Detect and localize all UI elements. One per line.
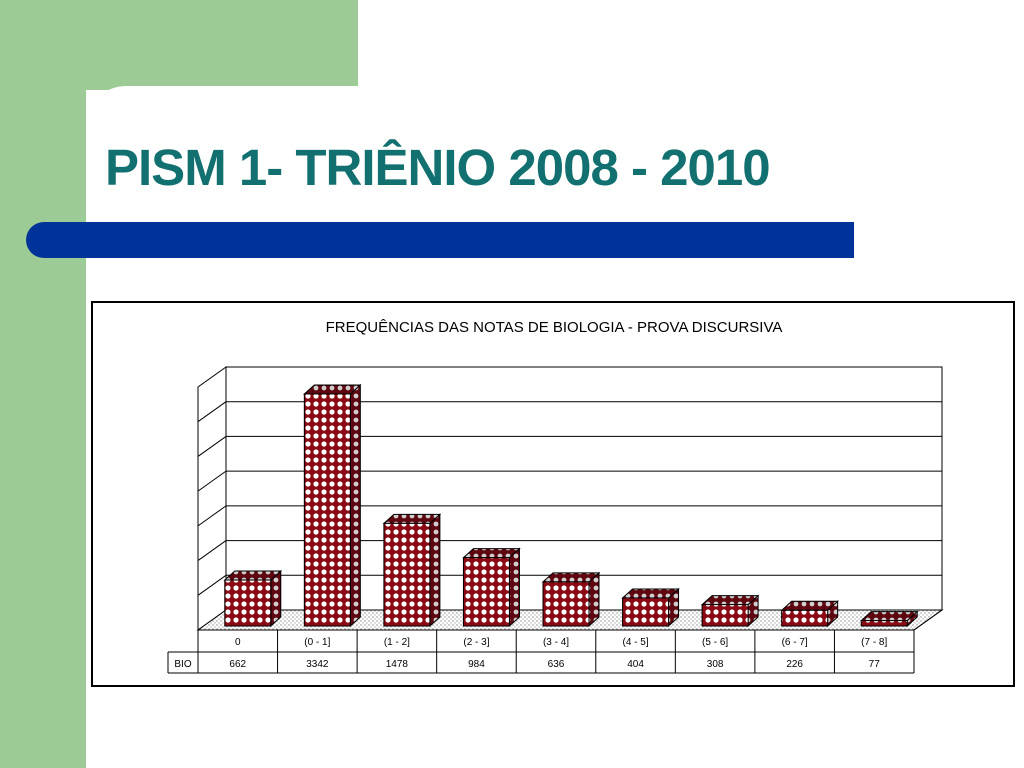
tick-label: (1 - 2] bbox=[384, 637, 410, 648]
bar-top bbox=[541, 572, 601, 583]
bar-top bbox=[303, 384, 362, 395]
tick-label: (0 - 1] bbox=[304, 637, 330, 648]
tick-label: (5 - 6] bbox=[702, 637, 728, 648]
gridline-wall bbox=[197, 574, 227, 596]
bar-top bbox=[223, 570, 283, 581]
bar bbox=[860, 620, 908, 627]
bar-top bbox=[780, 600, 839, 611]
accent-bar bbox=[26, 222, 854, 258]
table-line bbox=[913, 609, 943, 631]
left-wall bbox=[197, 366, 227, 631]
tick-label: (4 - 5] bbox=[622, 637, 648, 648]
bar bbox=[303, 393, 351, 627]
data-label: 77 bbox=[869, 659, 881, 670]
bar-top bbox=[859, 611, 919, 622]
bar-top bbox=[700, 595, 760, 606]
bar bbox=[781, 609, 829, 627]
data-label: 636 bbox=[548, 659, 565, 670]
bar bbox=[224, 579, 272, 627]
gridline-wall bbox=[197, 401, 227, 423]
bar-side bbox=[429, 513, 441, 628]
bar bbox=[701, 604, 749, 627]
chart-title: FREQUÊNCIAS DAS NOTAS DE BIOLOGIA - PROV… bbox=[326, 319, 783, 336]
bar-top bbox=[462, 548, 521, 559]
slide-title: PISM 1- TRIÊNIO 2008 - 2010 bbox=[105, 139, 771, 196]
tick-label: 0 bbox=[235, 637, 241, 648]
data-label: 404 bbox=[627, 659, 644, 670]
bar-top bbox=[382, 513, 442, 524]
tick-label: (2 - 3] bbox=[463, 637, 489, 648]
gridline-wall bbox=[197, 505, 227, 527]
gridline-wall bbox=[197, 436, 227, 457]
bar-top bbox=[621, 588, 680, 599]
side-band bbox=[0, 0, 86, 768]
bar-side bbox=[508, 547, 520, 628]
data-label: 226 bbox=[786, 659, 803, 670]
series-label: BIO bbox=[174, 659, 191, 670]
bar bbox=[542, 581, 590, 627]
bar bbox=[383, 522, 431, 627]
bar-side bbox=[349, 383, 361, 628]
data-label: 1478 bbox=[386, 659, 409, 670]
tick-label: (7 - 8] bbox=[861, 637, 887, 648]
tick-label: (3 - 4] bbox=[543, 637, 569, 648]
top-band bbox=[0, 0, 358, 90]
data-label: 3342 bbox=[306, 659, 329, 670]
gridline-wall bbox=[197, 540, 227, 561]
tick-label: (6 - 7] bbox=[782, 637, 808, 648]
gridline-wall bbox=[197, 470, 227, 492]
bar bbox=[622, 597, 670, 627]
data-label: 308 bbox=[707, 659, 724, 670]
bar bbox=[462, 557, 510, 627]
data-label: 984 bbox=[468, 659, 485, 670]
data-label: 662 bbox=[229, 659, 246, 670]
